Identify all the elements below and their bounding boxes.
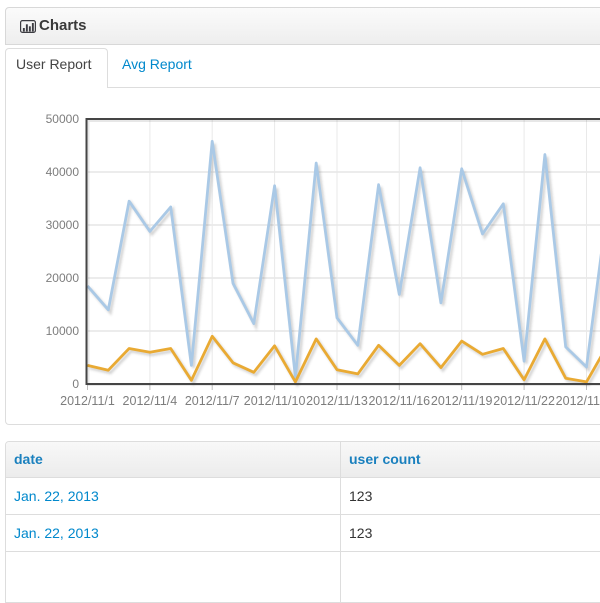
svg-text:0: 0 bbox=[72, 377, 79, 391]
svg-text:2012/11/4: 2012/11/4 bbox=[123, 394, 178, 408]
svg-text:2012/11/22: 2012/11/22 bbox=[493, 394, 555, 408]
svg-text:2012/11/1: 2012/11/1 bbox=[60, 394, 115, 408]
svg-text:20000: 20000 bbox=[46, 271, 80, 285]
svg-text:2012/11/10: 2012/11/10 bbox=[244, 394, 306, 408]
svg-text:2012/11/7: 2012/11/7 bbox=[185, 394, 240, 408]
svg-text:2012/11/25: 2012/11/25 bbox=[556, 394, 600, 408]
svg-text:2012/11/16: 2012/11/16 bbox=[368, 394, 430, 408]
svg-text:30000: 30000 bbox=[46, 218, 80, 232]
svg-text:50000: 50000 bbox=[46, 112, 80, 126]
svg-text:2012/11/13: 2012/11/13 bbox=[306, 394, 368, 408]
svg-text:40000: 40000 bbox=[46, 165, 80, 179]
svg-text:10000: 10000 bbox=[46, 324, 80, 338]
svg-text:2012/11/19: 2012/11/19 bbox=[431, 394, 493, 408]
